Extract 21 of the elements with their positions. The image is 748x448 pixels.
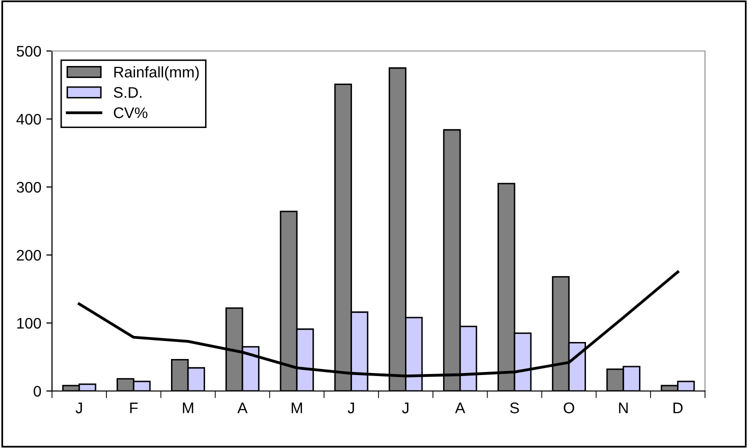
y-tick-label: 0 (34, 386, 41, 397)
y-tick-label: 300 (16, 182, 41, 193)
x-tick-label: S (510, 402, 519, 414)
y-tick-label: 200 (16, 250, 41, 261)
x-tick-label: O (564, 402, 574, 414)
y-tick-label: 100 (17, 318, 41, 329)
x-tick-label: D (674, 402, 683, 414)
x-tick-label: J (402, 402, 408, 414)
legend-label: CV% (114, 107, 148, 118)
x-tick-label: J (76, 402, 82, 414)
x-tick-label: N (619, 402, 628, 414)
x-tick-label: M (182, 402, 194, 414)
legend-label: Rainfall(mm) (114, 66, 199, 81)
y-tick-label: 400 (16, 114, 41, 125)
y-tick-label: 500 (16, 46, 41, 57)
x-tick-label: M (292, 402, 302, 414)
x-tick-label: J (348, 402, 354, 414)
x-tick-label: F (130, 402, 138, 414)
legend-label: S.D. (114, 87, 142, 98)
x-tick-label: A (455, 402, 466, 414)
x-tick-label: A (237, 402, 248, 414)
